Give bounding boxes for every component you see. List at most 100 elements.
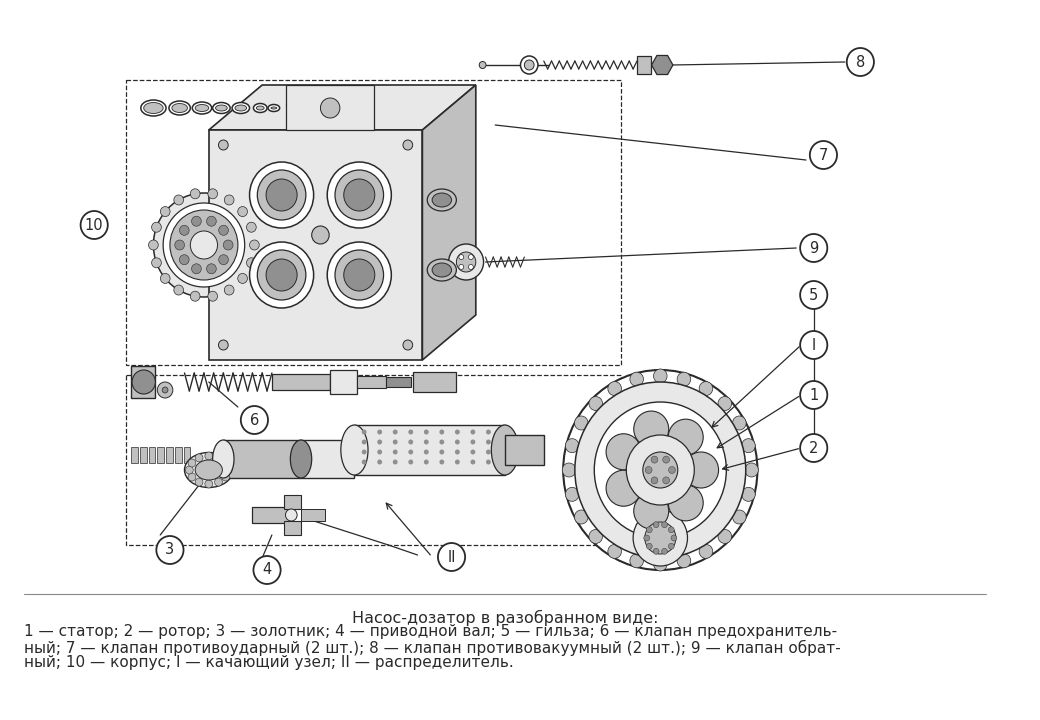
Circle shape [643, 452, 678, 488]
Circle shape [250, 242, 314, 308]
Ellipse shape [341, 425, 368, 475]
Circle shape [630, 372, 644, 386]
Circle shape [344, 179, 374, 211]
Bar [413, 372, 457, 392]
Circle shape [653, 557, 667, 571]
Bar [315, 103, 335, 113]
Circle shape [163, 203, 244, 287]
Circle shape [170, 210, 238, 280]
Circle shape [439, 449, 444, 454]
Ellipse shape [427, 189, 457, 211]
Circle shape [214, 478, 223, 486]
Circle shape [362, 449, 366, 454]
Circle shape [486, 449, 491, 454]
Ellipse shape [184, 452, 233, 487]
Circle shape [647, 527, 652, 533]
Circle shape [328, 162, 391, 228]
Ellipse shape [432, 193, 451, 207]
Circle shape [362, 459, 366, 464]
Circle shape [378, 439, 382, 444]
Circle shape [699, 544, 712, 559]
Circle shape [424, 449, 428, 454]
Circle shape [564, 370, 757, 570]
Circle shape [225, 466, 232, 474]
Circle shape [718, 397, 732, 410]
Circle shape [633, 510, 687, 566]
Circle shape [661, 549, 668, 554]
Bar [284, 521, 301, 535]
Ellipse shape [491, 425, 519, 475]
Circle shape [669, 527, 674, 533]
Circle shape [160, 274, 171, 284]
Circle shape [190, 291, 200, 301]
Bar [183, 447, 190, 463]
Circle shape [218, 225, 229, 235]
Text: Насос-дозатор в разобранном виде:: Насос-дозатор в разобранном виде: [352, 610, 658, 626]
Circle shape [630, 554, 644, 568]
Circle shape [241, 406, 268, 434]
Circle shape [653, 369, 667, 383]
Ellipse shape [144, 102, 163, 114]
Circle shape [566, 487, 579, 501]
Circle shape [468, 264, 473, 269]
Circle shape [160, 207, 171, 217]
Circle shape [207, 264, 216, 274]
Text: 8: 8 [856, 55, 865, 70]
Circle shape [669, 419, 703, 455]
Bar [286, 85, 373, 130]
Circle shape [669, 485, 703, 521]
Circle shape [301, 103, 314, 117]
Circle shape [651, 477, 658, 484]
Bar [131, 366, 155, 398]
Circle shape [574, 416, 588, 430]
Circle shape [393, 459, 397, 464]
Circle shape [218, 140, 228, 150]
Circle shape [205, 480, 212, 488]
Circle shape [156, 536, 183, 564]
Circle shape [180, 225, 189, 235]
Text: I: I [811, 338, 815, 353]
Text: ный; 7 — клапан противоударный (2 шт.); 8 — клапан противовакуумный (2 шт.); 9 —: ный; 7 — клапан противоударный (2 шт.); … [24, 640, 841, 656]
Circle shape [250, 162, 314, 228]
Ellipse shape [270, 107, 277, 109]
Bar [166, 447, 173, 463]
Circle shape [653, 522, 659, 528]
Circle shape [669, 467, 675, 474]
Text: 5: 5 [809, 287, 818, 302]
Bar [301, 509, 326, 521]
Circle shape [225, 285, 234, 295]
Circle shape [800, 381, 828, 409]
Ellipse shape [290, 440, 312, 478]
Circle shape [378, 459, 382, 464]
Circle shape [208, 189, 217, 199]
Bar [139, 447, 147, 463]
Bar [175, 447, 182, 463]
Circle shape [439, 439, 444, 444]
Circle shape [486, 430, 491, 434]
Circle shape [185, 466, 193, 474]
Circle shape [393, 449, 397, 454]
Circle shape [175, 240, 184, 250]
Circle shape [661, 522, 668, 528]
Circle shape [647, 543, 652, 549]
Bar [126, 80, 622, 365]
Circle shape [800, 331, 828, 359]
Circle shape [457, 252, 476, 272]
Circle shape [378, 449, 382, 454]
Circle shape [454, 430, 460, 434]
Circle shape [335, 170, 384, 220]
Circle shape [626, 435, 695, 505]
Circle shape [205, 452, 212, 460]
Circle shape [344, 259, 374, 291]
Circle shape [222, 459, 230, 467]
Ellipse shape [212, 440, 234, 478]
Circle shape [677, 372, 691, 386]
Circle shape [742, 438, 755, 453]
Circle shape [362, 430, 366, 434]
Circle shape [190, 189, 200, 199]
Circle shape [222, 473, 230, 481]
Bar [355, 425, 505, 475]
Circle shape [671, 535, 677, 541]
Text: 3: 3 [165, 542, 175, 557]
Text: 7: 7 [818, 148, 828, 163]
